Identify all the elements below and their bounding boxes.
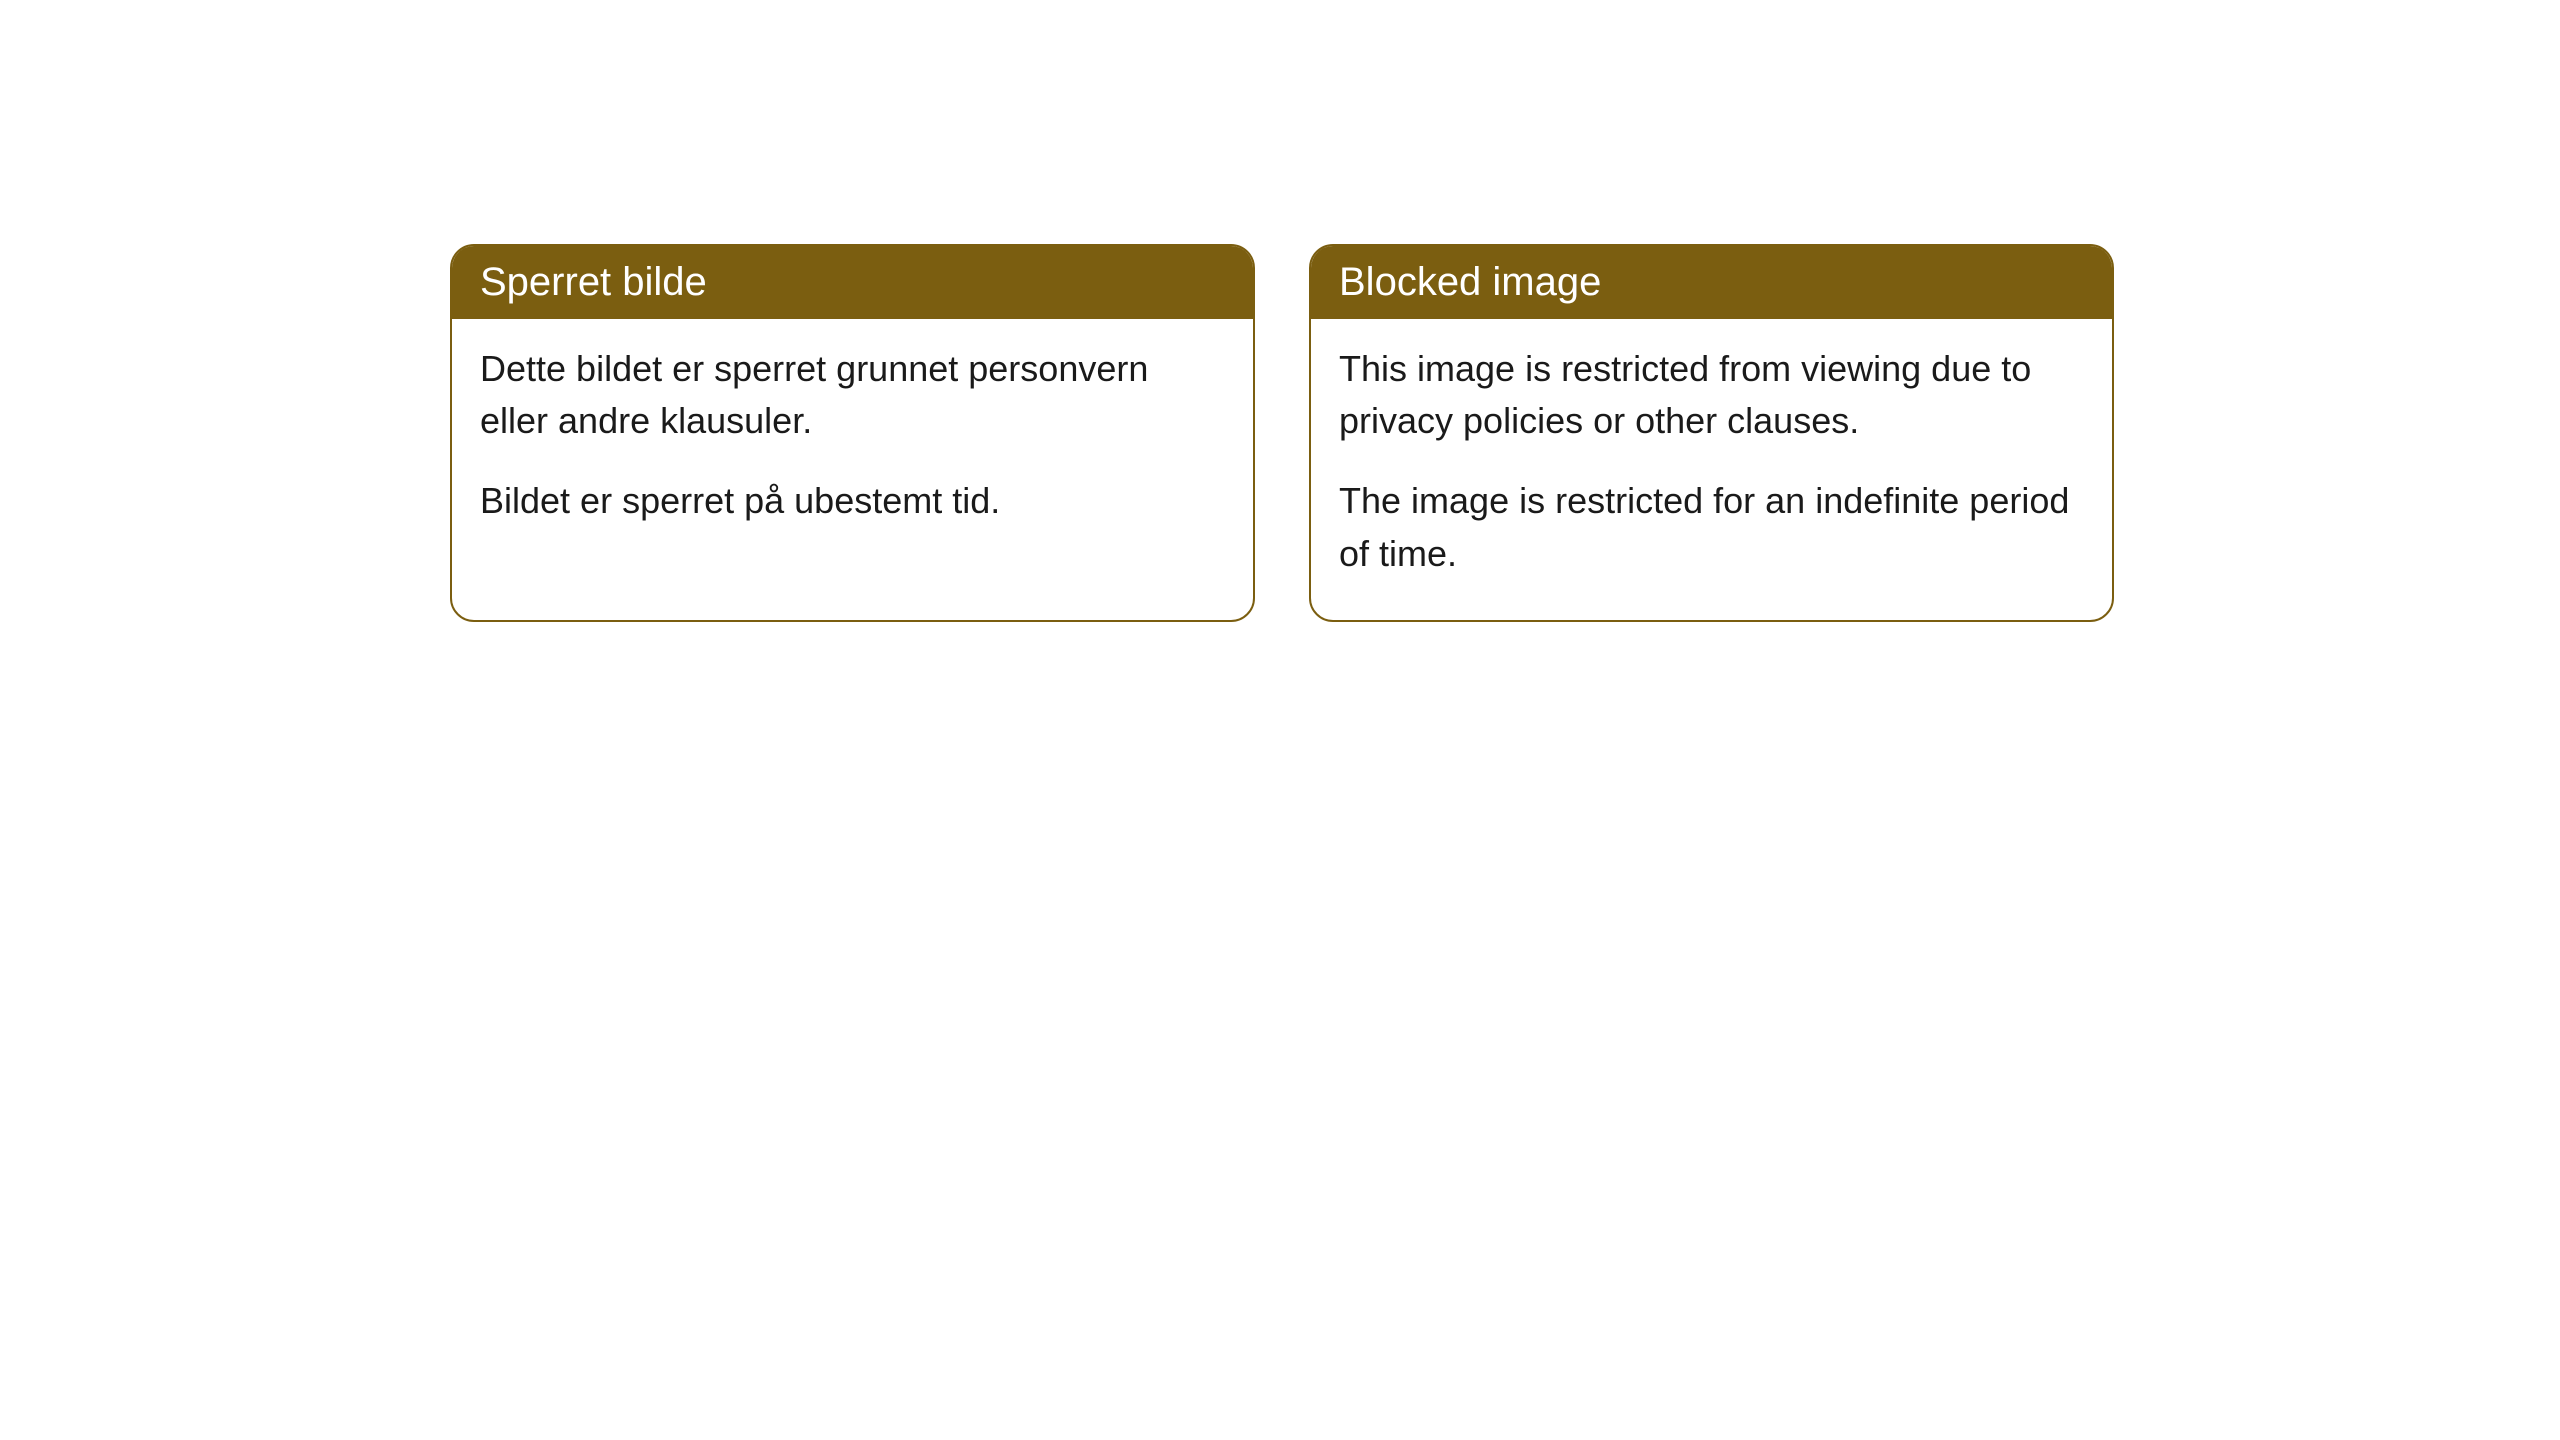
- card-body: This image is restricted from viewing du…: [1311, 319, 2112, 620]
- card-paragraph: The image is restricted for an indefinit…: [1339, 475, 2084, 579]
- blocked-image-card-english: Blocked image This image is restricted f…: [1309, 244, 2114, 622]
- card-header: Blocked image: [1311, 246, 2112, 319]
- card-title: Blocked image: [1339, 260, 1601, 304]
- card-header: Sperret bilde: [452, 246, 1253, 319]
- card-paragraph: Bildet er sperret på ubestemt tid.: [480, 475, 1225, 527]
- card-paragraph: Dette bildet er sperret grunnet personve…: [480, 343, 1225, 447]
- blocked-image-card-norwegian: Sperret bilde Dette bildet er sperret gr…: [450, 244, 1255, 622]
- card-title: Sperret bilde: [480, 260, 707, 304]
- card-body: Dette bildet er sperret grunnet personve…: [452, 319, 1253, 568]
- notice-cards-container: Sperret bilde Dette bildet er sperret gr…: [450, 244, 2114, 622]
- card-paragraph: This image is restricted from viewing du…: [1339, 343, 2084, 447]
